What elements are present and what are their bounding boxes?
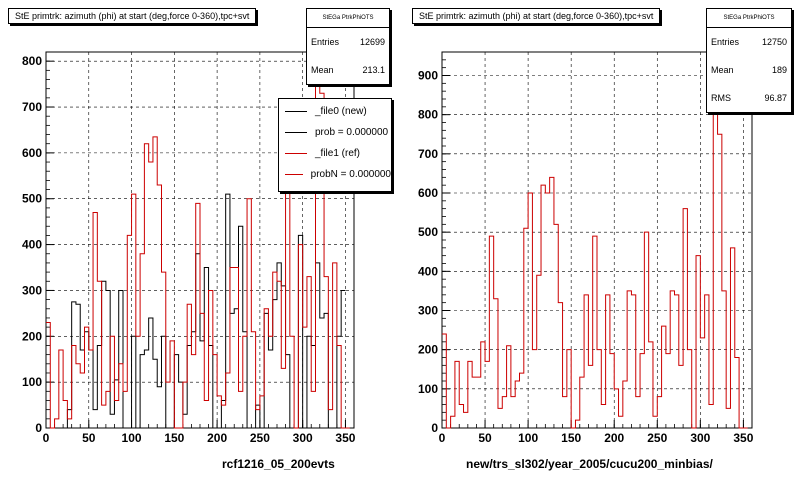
left-stats-mean: Mean 213.1	[311, 65, 385, 75]
right-x-tick-label: 50	[478, 431, 492, 445]
right-y-tick-label: 600	[418, 186, 438, 200]
left-x-axis-title: rcf1216_05_200evts	[222, 457, 335, 471]
right-x-tick-label: 200	[604, 431, 624, 445]
legend-entry-file1: _file1 (ref)	[279, 143, 391, 164]
right-stats-header: StEGa PtrkPhiOTS	[707, 9, 791, 28]
legend-line-black	[285, 132, 307, 133]
left-y-tick-label: 300	[22, 283, 42, 297]
right-series-0-histogram	[442, 71, 748, 429]
right-y-tick-label: 800	[418, 108, 438, 122]
left-x-tick-label: 200	[207, 431, 227, 445]
legend-line-red	[285, 174, 303, 175]
left-y-tick-label: 800	[22, 54, 42, 68]
left-y-tick-label: 700	[22, 100, 42, 114]
right-stats-rms: RMS 96.87	[711, 93, 787, 103]
right-y-tick-label: 100	[418, 382, 438, 396]
left-x-tick-label: 100	[122, 431, 142, 445]
left-x-tick-label: 250	[250, 431, 270, 445]
left-x-tick-label: 350	[335, 431, 355, 445]
right-stats-box: StEGa PtrkPhiOTS Entries 12750 Mean 189 …	[706, 8, 792, 113]
legend-entry-prob: prob = 0.000000	[279, 122, 391, 143]
left-x-tick-label: 0	[43, 431, 50, 445]
right-stats-mean: Mean 189	[711, 65, 787, 75]
right-x-tick-label: 0	[439, 431, 446, 445]
left-y-tick-label: 400	[22, 238, 42, 252]
left-stats-header: StEGa PtrkPhiOTS	[307, 9, 389, 28]
right-stats-entries: Entries 12750	[711, 37, 787, 47]
left-chart-title: StE primtrk: azimuth (phi) at start (deg…	[8, 8, 257, 24]
left-y-tick-label: 200	[22, 329, 42, 343]
right-y-tick-label: 700	[418, 147, 438, 161]
left-y-tick-label: 500	[22, 192, 42, 206]
right-x-tick-label: 150	[561, 431, 581, 445]
left-x-tick-label: 300	[293, 431, 313, 445]
legend-line-black	[285, 111, 307, 112]
legend-entry-file0: _file0 (new)	[279, 101, 391, 122]
left-y-tick-label: 600	[22, 146, 42, 160]
right-y-tick-label: 400	[418, 264, 438, 278]
right-x-tick-label: 300	[690, 431, 710, 445]
left-legend: _file0 (new) prob = 0.000000 _file1 (ref…	[278, 98, 392, 192]
left-stats-entries: Entries 12699	[311, 37, 385, 47]
legend-line-red	[285, 153, 307, 154]
left-x-tick-label: 150	[164, 431, 184, 445]
left-y-tick-label: 0	[35, 421, 42, 435]
right-x-tick-label: 100	[518, 431, 538, 445]
right-y-tick-label: 500	[418, 225, 438, 239]
left-y-tick-label: 100	[22, 375, 42, 389]
right-y-tick-label: 0	[431, 421, 438, 435]
right-y-tick-label: 300	[418, 304, 438, 318]
right-y-tick-label: 900	[418, 69, 438, 83]
left-stats-box: StEGa PtrkPhiOTS Entries 12699 Mean 213.…	[306, 8, 390, 85]
right-x-tick-label: 250	[647, 431, 667, 445]
legend-entry-probn: probN = 0.000000	[279, 164, 391, 185]
right-chart-title: StE primtrk: azimuth (phi) at start (deg…	[412, 8, 661, 24]
right-y-tick-label: 200	[418, 343, 438, 357]
right-x-tick-label: 350	[733, 431, 753, 445]
left-x-tick-label: 50	[82, 431, 96, 445]
right-x-axis-title: new/trs_sl302/year_2005/cucu200_minbias/	[466, 457, 713, 471]
left-series-1-histogram	[46, 51, 350, 429]
